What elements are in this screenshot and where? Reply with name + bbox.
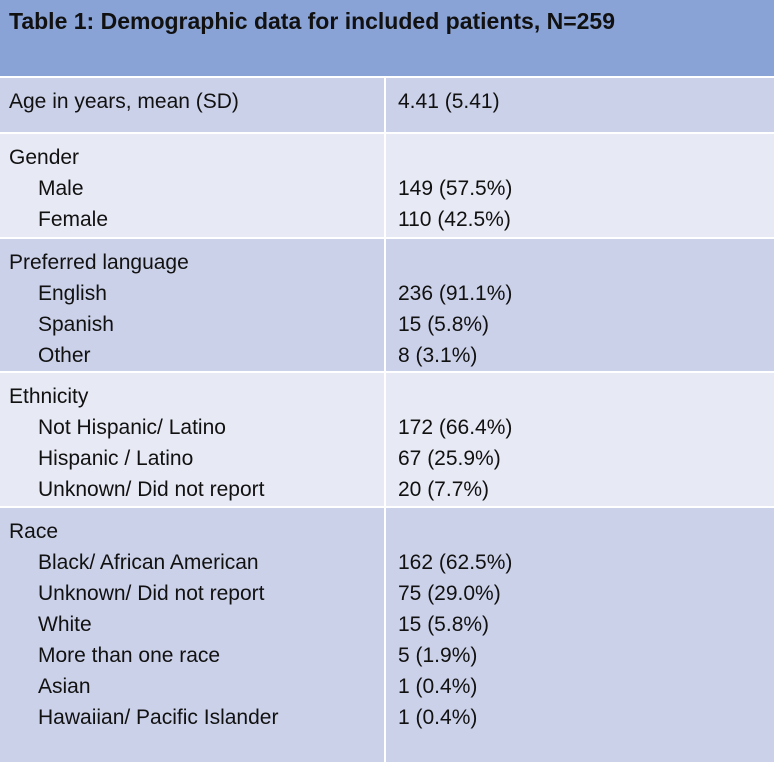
row-value: 236 (91.1%): [398, 282, 513, 305]
row-value: 15 (5.8%): [398, 613, 490, 636]
row-value: 110 (42.5%): [398, 208, 511, 231]
row-label: Not Hispanic/ Latino: [38, 416, 226, 439]
row-label: Hispanic / Latino: [38, 447, 194, 470]
row-label: Asian: [38, 675, 91, 698]
row-label: Hawaiian/ Pacific Islander: [38, 706, 279, 729]
section-ethnicity: Ethnicity Not Hispanic/ Latino Hispanic …: [0, 373, 774, 508]
section-header: Ethnicity: [9, 385, 89, 408]
row-label: English: [38, 282, 107, 305]
row-value: 8 (3.1%): [398, 344, 478, 367]
section-race: Race Black/ African American Unknown/ Di…: [0, 508, 774, 762]
row-label: Black/ African American: [38, 551, 259, 574]
row-label: Unknown/ Did not report: [38, 582, 265, 605]
section-header: Preferred language: [9, 251, 189, 274]
row-value: 1 (0.4%): [398, 675, 478, 698]
section-header: Race: [9, 520, 59, 543]
row-label: Unknown/ Did not report: [38, 478, 265, 501]
section-header: Gender: [9, 146, 80, 169]
section-value: 4.41 (5.41): [398, 90, 500, 113]
table-title: Table 1: Demographic data for included p…: [9, 8, 616, 34]
row-value: 20 (7.7%): [398, 478, 490, 501]
row-value: 1 (0.4%): [398, 706, 478, 729]
row-value: 162 (62.5%): [398, 551, 513, 574]
section-header: Age in years, mean (SD): [9, 90, 239, 113]
row-value: 149 (57.5%): [398, 177, 513, 200]
row-label: More than one race: [38, 644, 221, 667]
row-label: Male: [38, 177, 84, 200]
row-value: 5 (1.9%): [398, 644, 478, 667]
section-language: Preferred language English Spanish Other…: [0, 239, 774, 373]
section-gender: Gender Male Female 149 (57.5%) 110 (42.5…: [0, 134, 774, 239]
row-label: Spanish: [38, 313, 114, 336]
row-value: 172 (66.4%): [398, 416, 513, 439]
row-value: 75 (29.0%): [398, 582, 501, 605]
row-value: 15 (5.8%): [398, 313, 490, 336]
row-label: Other: [38, 344, 91, 367]
row-value: 67 (25.9%): [398, 447, 501, 470]
row-label: Female: [38, 208, 109, 231]
row-label: White: [38, 613, 92, 636]
section-age: Age in years, mean (SD) 4.41 (5.41): [0, 78, 774, 134]
table-title-band: Table 1: Demographic data for included p…: [0, 0, 774, 78]
